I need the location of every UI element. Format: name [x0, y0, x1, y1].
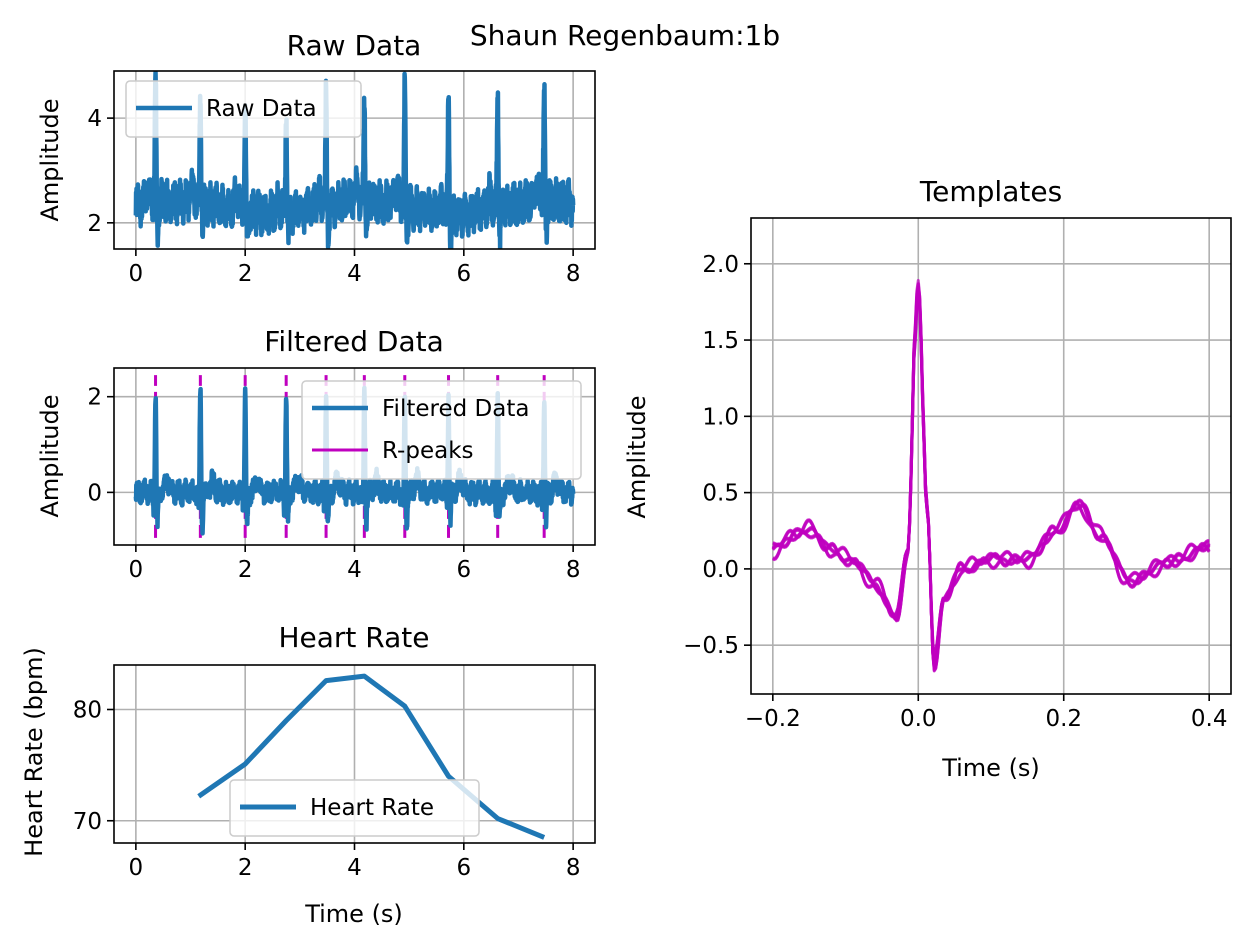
template-line — [771, 282, 1211, 668]
raw-xtick-label: 4 — [347, 261, 362, 287]
raw-xtick-label: 2 — [238, 261, 253, 287]
templates-xtick-label: −0.2 — [745, 706, 801, 732]
filtered-ytick-label: 2 — [87, 385, 102, 411]
heartrate-xtick-label: 8 — [566, 855, 581, 881]
heart-rate-xlabel: Time (s) — [304, 900, 403, 928]
templates-ytick-label: −0.5 — [683, 633, 739, 659]
heartrate-xtick-label: 0 — [129, 855, 144, 881]
templates-xtick-label: 0.2 — [1045, 706, 1082, 732]
raw-ytick-label: 4 — [87, 106, 102, 132]
filtered-xtick-label: 8 — [566, 557, 581, 583]
templates-xlabel: Time (s) — [941, 754, 1040, 782]
templates-ytick-label: 2.0 — [702, 252, 739, 278]
filtered-frame — [113, 367, 596, 546]
filtered-xtick-label: 0 — [129, 557, 144, 583]
figure-suptitle: Shaun Regenbaum:1b — [470, 19, 780, 52]
heartrate-legend-label: Heart Rate — [310, 795, 434, 821]
filtered-ytick-label: 0 — [87, 480, 102, 506]
filtered-legend: Filtered Data R-peaks — [301, 380, 582, 480]
filtered-legend-label: Filtered Data — [382, 396, 529, 422]
heart-rate-panel: Heart Rate Heart Rate (bpm) Time (s) 0 2 4… — [20, 621, 596, 928]
template-line — [771, 292, 1211, 670]
templates-grid — [751, 218, 1231, 694]
raw-data-panel: Raw Data Amplitude 0 2 4 6 8 2 4 Raw Data — [36, 29, 596, 287]
filtered-data-title: Filtered Data — [264, 325, 443, 358]
heartrate-xtick-label: 6 — [456, 855, 471, 881]
heart-rate-ylabel: Heart Rate (bpm) — [20, 647, 48, 857]
heartrate-legend-box — [229, 779, 480, 837]
templates-xtick-label: 0.0 — [900, 706, 937, 732]
raw-ytick-label: 2 — [87, 211, 102, 237]
filtered-data-panel: Filtered Data Amplitude 0 2 4 6 8 0 2 Filtered … — [36, 325, 596, 583]
templates-ytick-label: 0.5 — [702, 481, 739, 507]
heartrate-ytick-label: 80 — [73, 698, 102, 724]
heartrate-xtick-label: 2 — [238, 855, 253, 881]
raw-xtick-label: 8 — [566, 261, 581, 287]
templates-frame — [750, 217, 1232, 695]
filtered-xtick-label: 2 — [238, 557, 253, 583]
heartrate-xtick-label: 4 — [347, 855, 362, 881]
templates-ytick-label: 1.5 — [702, 328, 739, 354]
raw-xtick-label: 0 — [129, 261, 144, 287]
raw-frame — [113, 70, 596, 250]
raw-plot-area — [133, 71, 576, 249]
filtered-legend-label: R-peaks — [382, 438, 474, 464]
heartrate-ytick-label: 70 — [73, 809, 102, 835]
template-line — [771, 285, 1211, 669]
template-line — [771, 289, 1211, 669]
raw-legend-box — [125, 80, 362, 138]
templates-ylabel: Amplitude — [623, 396, 651, 519]
templates-plot-area — [771, 278, 1211, 673]
templates-panel: Templates Amplitude Time (s) −0.2 0.0 0.2 0… — [623, 175, 1232, 782]
heartrate-plot-area — [197, 673, 546, 840]
template-line — [772, 286, 1211, 672]
template-line — [772, 278, 1210, 658]
template-line — [772, 289, 1211, 672]
template-line — [772, 285, 1210, 659]
templates-ytick-label: 1.0 — [702, 404, 739, 430]
raw-data-ylabel: Amplitude — [36, 99, 64, 222]
template-line — [772, 293, 1211, 673]
heartrate-frame — [113, 664, 596, 844]
filtered-xtick-label: 4 — [347, 557, 362, 583]
templates-xtick-label: 0.4 — [1191, 706, 1228, 732]
raw-legend: Raw Data — [125, 80, 362, 138]
filtered-xtick-label: 6 — [456, 557, 471, 583]
templates-title: Templates — [919, 175, 1062, 208]
raw-xtick-label: 6 — [456, 261, 471, 287]
heart-rate-title: Heart Rate — [278, 621, 429, 654]
templates-ytick-label: 0.0 — [702, 557, 739, 583]
filtered-legend-box — [301, 380, 582, 480]
filtered-data-ylabel: Amplitude — [36, 395, 64, 518]
raw-data-title: Raw Data — [287, 29, 422, 62]
filtered-data-line — [133, 385, 576, 536]
heartrate-legend: Heart Rate — [229, 779, 480, 837]
raw-legend-label: Raw Data — [206, 96, 317, 122]
raw-data-line — [133, 71, 576, 249]
